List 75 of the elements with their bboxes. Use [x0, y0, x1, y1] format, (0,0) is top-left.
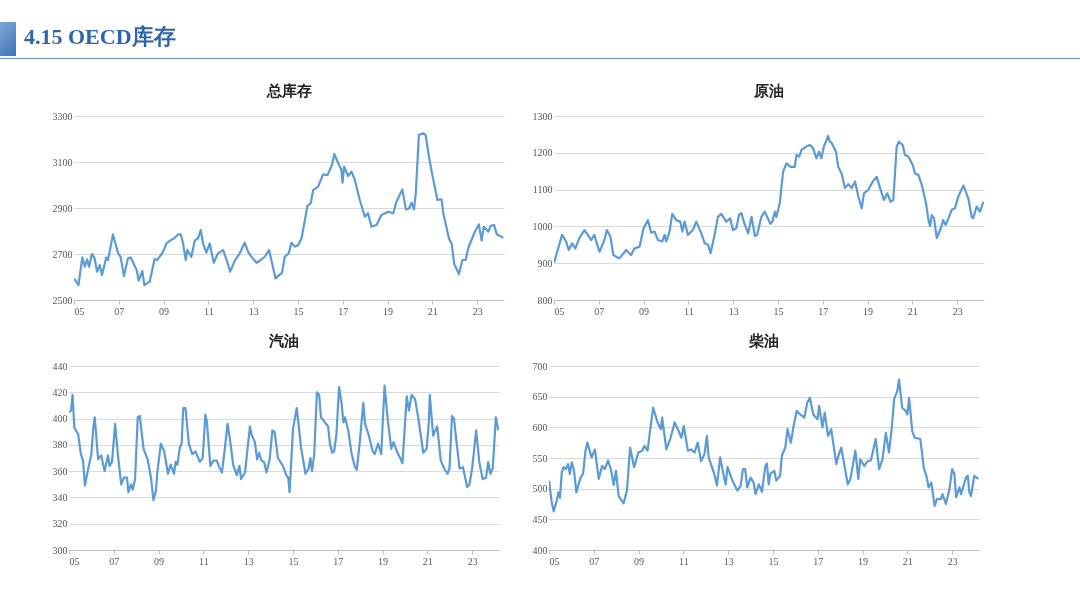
y-tick-label: 700: [532, 360, 548, 372]
chart-title: 原油: [753, 82, 784, 100]
y-tick-label: 2900: [52, 202, 73, 214]
x-tick-label: 05: [69, 555, 80, 567]
y-tick-label: 320: [52, 518, 68, 530]
x-tick-label: 17: [813, 555, 824, 567]
x-tick-label: 15: [288, 555, 299, 567]
y-tick-label: 800: [537, 294, 553, 306]
x-tick-label: 11: [199, 555, 209, 567]
x-tick-label: 19: [378, 555, 389, 567]
y-tick-label: 360: [52, 465, 68, 477]
x-tick-label: 07: [109, 555, 120, 567]
y-tick-label: 550: [532, 452, 548, 464]
x-tick-label: 09: [639, 305, 650, 317]
y-tick-label: 450: [532, 513, 548, 525]
x-tick-label: 07: [114, 305, 125, 317]
x-tick-label: 15: [773, 305, 784, 317]
y-tick-label: 600: [532, 421, 548, 433]
y-tick-label: 1100: [532, 184, 553, 196]
x-tick-label: 21: [422, 555, 433, 567]
x-tick-label: 05: [74, 305, 85, 317]
x-tick-label: 17: [333, 555, 344, 567]
x-tick-label: 11: [204, 305, 214, 317]
x-tick-label: 15: [768, 555, 779, 567]
x-tick-label: 05: [549, 555, 560, 567]
y-tick-label: 2500: [52, 294, 73, 306]
line-series: [74, 132, 504, 287]
x-tick-label: 15: [293, 305, 304, 317]
x-tick-label: 17: [338, 305, 349, 317]
line-series: [549, 378, 979, 513]
chart-title: 汽油: [268, 332, 299, 350]
y-tick-label: 3300: [52, 110, 73, 122]
x-tick-label: 07: [594, 305, 605, 317]
y-tick-label: 900: [537, 257, 553, 269]
line-series: [554, 134, 984, 264]
x-tick-label: 21: [427, 305, 438, 317]
x-tick-label: 23: [467, 555, 478, 567]
x-tick-label: 13: [248, 305, 259, 317]
y-tick-label: 1300: [532, 110, 553, 122]
x-tick-label: 11: [679, 555, 689, 567]
y-tick-label: 300: [52, 544, 68, 556]
y-tick-label: 650: [532, 391, 548, 403]
y-tick-label: 340: [52, 491, 68, 503]
x-tick-label: 19: [858, 555, 869, 567]
x-tick-label: 21: [907, 305, 918, 317]
x-tick-label: 11: [684, 305, 694, 317]
chart-title: 柴油: [748, 332, 779, 350]
y-tick-label: 400: [52, 413, 68, 425]
x-tick-label: 17: [818, 305, 829, 317]
x-tick-label: 13: [243, 555, 254, 567]
y-tick-label: 1000: [532, 220, 553, 232]
y-tick-label: 1200: [532, 147, 553, 159]
x-tick-label: 21: [902, 555, 913, 567]
x-tick-label: 23: [952, 305, 963, 317]
y-tick-label: 440: [52, 360, 68, 372]
x-tick-label: 19: [383, 305, 394, 317]
x-tick-label: 09: [154, 555, 165, 567]
x-tick-label: 13: [728, 305, 739, 317]
x-tick-label: 23: [947, 555, 958, 567]
chart-title: 总库存: [265, 82, 312, 100]
x-tick-label: 05: [554, 305, 565, 317]
y-tick-label: 500: [532, 483, 548, 495]
x-tick-label: 23: [472, 305, 483, 317]
y-tick-label: 400: [532, 544, 548, 556]
x-tick-label: 13: [723, 555, 734, 567]
line-series: [69, 384, 499, 502]
text: 4.15 OECD库存: [24, 23, 176, 51]
x-tick-label: 09: [159, 305, 170, 317]
y-tick-label: 380: [52, 439, 68, 451]
x-tick-label: 09: [634, 555, 645, 567]
x-tick-label: 07: [589, 555, 600, 567]
y-tick-label: 2700: [52, 248, 73, 260]
y-tick-label: 3100: [52, 156, 73, 168]
y-tick-label: 420: [52, 386, 68, 398]
x-tick-label: 19: [863, 305, 874, 317]
